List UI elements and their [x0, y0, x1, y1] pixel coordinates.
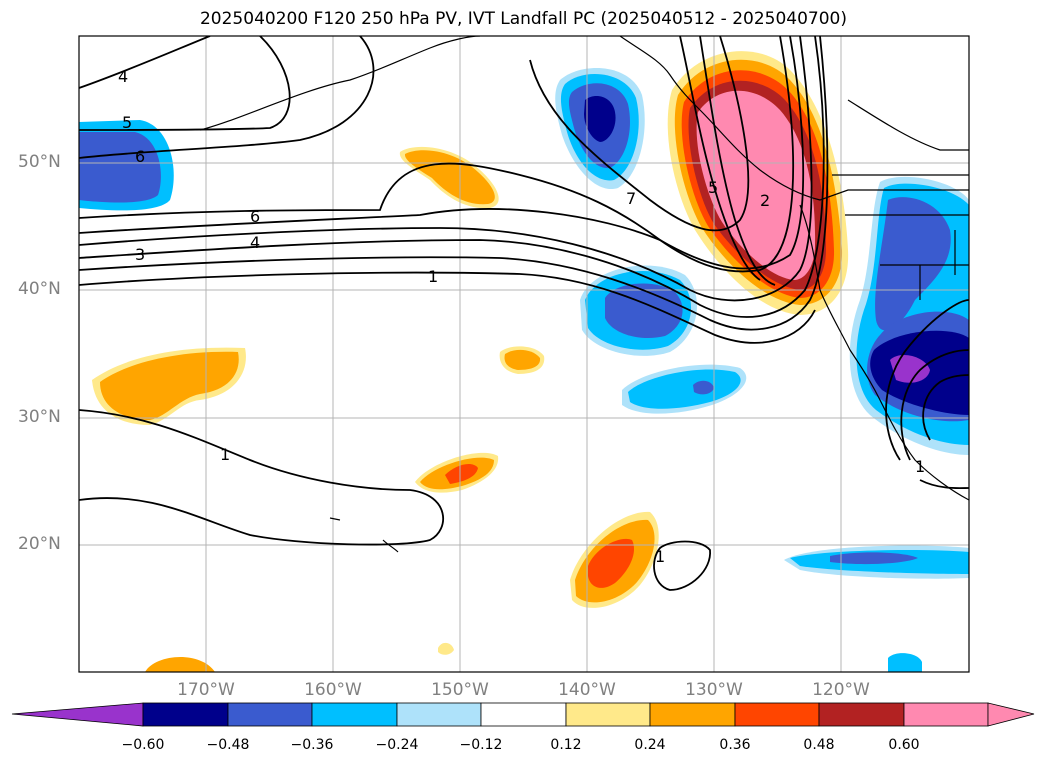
contour-label: 6: [135, 147, 145, 166]
colorbar-tick-label: −0.12: [459, 737, 503, 753]
colorbar-swatch: [396, 702, 482, 727]
contour-label: 1: [428, 267, 438, 286]
contour-label: 2: [760, 191, 770, 210]
map-frame: [78, 35, 970, 673]
contour-label: 1: [915, 457, 925, 476]
lon-label: 150°W: [431, 680, 489, 700]
shaded-field: [79, 36, 969, 672]
positive-anomaly-140w-036: [588, 538, 635, 588]
positive-anomaly-145w-024: [504, 349, 541, 370]
colorbar-extend-low: [11, 702, 144, 727]
colorbar-tick-label: −0.36: [290, 737, 334, 753]
negative-anomaly-streak-036: [830, 552, 918, 565]
negative-anomaly-bottom: [888, 653, 922, 672]
lon-label: 130°W: [685, 680, 743, 700]
lon-label: 160°W: [304, 680, 362, 700]
contour-label: 5: [708, 178, 718, 197]
contour-label: 4: [118, 67, 128, 86]
colorbar-swatch: [227, 702, 313, 727]
negative-anomaly-central-036: [605, 283, 683, 338]
colorbar-swatch: [311, 702, 398, 727]
colorbar-swatch: [649, 702, 736, 727]
gridlines: [79, 36, 969, 672]
negative-anomaly-south-central-036: [693, 380, 714, 395]
colorbar-tick-label: 0.60: [888, 737, 920, 753]
colorbar-tick-label: 0.36: [719, 737, 751, 753]
colorbar-swatch: [903, 702, 989, 727]
contour-label: 1: [220, 445, 230, 464]
lat-label: 20°N: [18, 534, 61, 554]
contour-label: 3: [135, 245, 145, 264]
colorbar-tick-label: −0.60: [121, 737, 165, 753]
map-title: 2025040200 F120 250 hPa PV, IVT Landfall…: [199, 9, 847, 29]
positive-anomaly-small: [438, 642, 454, 655]
colorbar-swatch: [480, 702, 567, 727]
colorbar-extend-high: [987, 702, 1035, 727]
contour-label: 1: [655, 547, 665, 566]
positive-anomaly-155w-036: [445, 464, 478, 484]
colorbar-swatch: [142, 702, 229, 727]
contour-label: 4: [250, 233, 260, 252]
colorbar-tick-label: −0.48: [206, 737, 250, 753]
pv-contours: [79, 36, 969, 591]
negative-anomaly-south-central-024: [628, 369, 741, 409]
coastlines: [199, 36, 969, 553]
contour-label: 5: [122, 113, 132, 132]
negative-anomaly-west-inner: [79, 132, 161, 203]
colorbar-tick-label: 0.48: [803, 737, 835, 753]
lon-label: 120°W: [812, 680, 870, 700]
contour-label: 6: [250, 207, 260, 226]
colorbar-tick-label: 0.24: [634, 737, 666, 753]
lat-label: 50°N: [18, 152, 61, 172]
positive-anomaly-bottom: [145, 656, 215, 672]
contour-label: 7: [626, 189, 636, 208]
contour-labels: 4 5 6 6 4 3 1 7 5 2 1 1 1: [118, 67, 925, 566]
colorbar-swatch: [565, 702, 651, 727]
negative-anomaly-coast-036a: [875, 197, 951, 331]
colorbar-swatch: [734, 702, 820, 727]
lon-label: 140°W: [558, 680, 616, 700]
lat-label: 40°N: [18, 279, 61, 299]
positive-anomaly-165w-024: [100, 351, 239, 420]
positive-anomaly-150w-024: [404, 150, 495, 205]
negative-anomaly-north-048: [584, 96, 616, 142]
colorbar-tick-label: −0.24: [375, 737, 419, 753]
colorbar-tick-label: 0.12: [550, 737, 582, 753]
colorbar-swatch: [818, 702, 905, 727]
negative-anomaly-coast-060: [890, 355, 930, 383]
colorbar: [11, 702, 1035, 727]
lat-label: 30°N: [18, 407, 61, 427]
lon-label: 170°W: [177, 680, 235, 700]
